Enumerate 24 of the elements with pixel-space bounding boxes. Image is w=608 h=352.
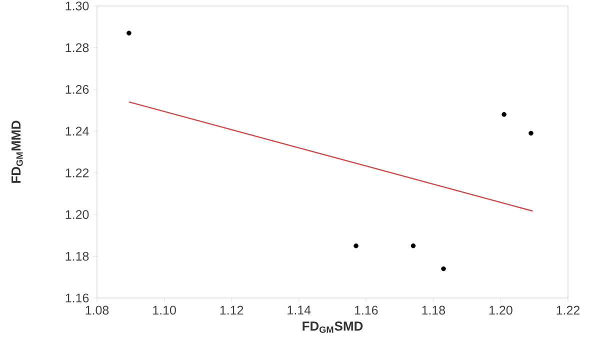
x-tick-label: 1.22 [556,306,580,315]
y-tick-label: 1.20 [66,210,89,219]
y-tick-label: 1.28 [66,43,89,52]
y-tick-label: 1.24 [66,126,89,136]
x-tick-label: 1.20 [490,306,512,315]
point [126,30,132,36]
x-tick-label: 1.16 [354,306,378,315]
point [354,243,358,248]
point [441,266,446,272]
y-tick-label: 1.22 [66,168,89,178]
x-tick-label: 1.10 [153,306,176,315]
x-tick-label: 1.12 [220,306,244,315]
point [528,130,534,136]
x-tick-label: 1.18 [422,306,446,315]
y-tick-label: 1.16 [66,294,89,302]
x-axis-title: FD$_{GM}$SMD [302,322,363,333]
point [410,243,416,248]
y-tick-label: 1.18 [66,252,89,261]
y-axis-title: FD$_{GM}$MMD [12,120,23,183]
y-tick-label: 1.30 [66,2,89,10]
y-tick-label: 1.26 [66,85,89,94]
x-tick-label: 1.14 [288,306,311,314]
point [502,112,506,117]
x-tick-label: 1.08 [86,306,109,315]
